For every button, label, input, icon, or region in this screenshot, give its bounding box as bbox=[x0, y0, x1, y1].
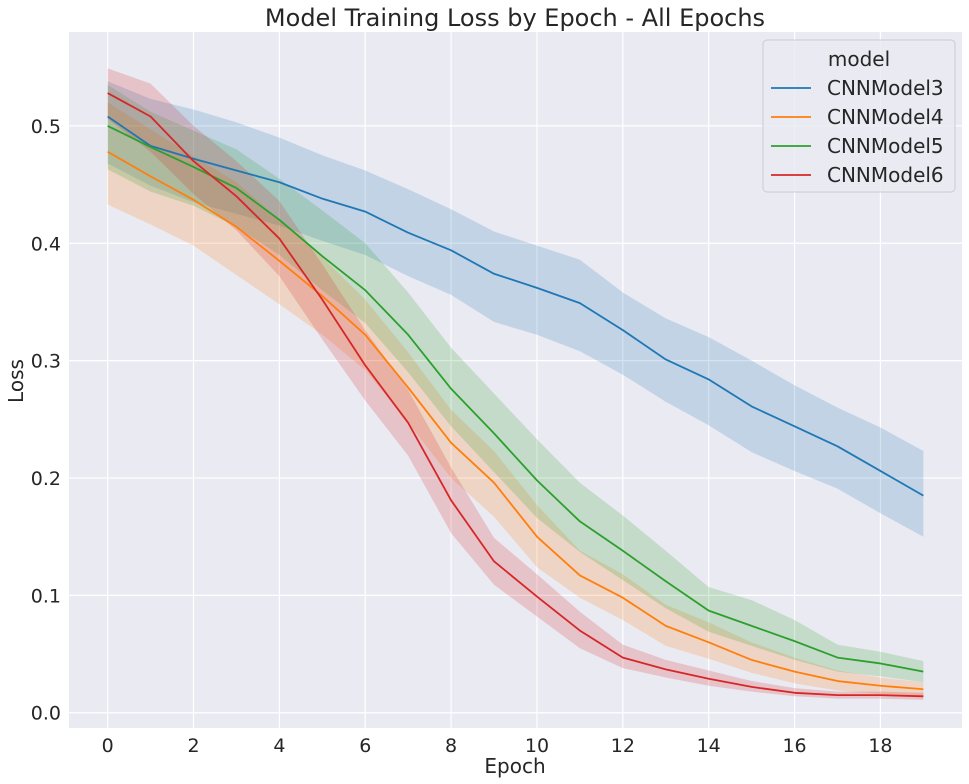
series-line-cnnmodel5 bbox=[107, 125, 924, 673]
x-tick-label: 14 bbox=[697, 735, 721, 757]
x-axis-ticks: 0 2 4 6 8 10 12 14 16 18 bbox=[102, 735, 893, 757]
x-tick-label: 8 bbox=[445, 735, 457, 757]
legend-label: CNNModel6 bbox=[827, 163, 944, 187]
series-line-cnnmodel6 bbox=[107, 92, 924, 698]
legend-label: CNNModel3 bbox=[827, 76, 944, 100]
x-tick-label: 18 bbox=[868, 735, 892, 757]
y-tick-label: 0.3 bbox=[31, 351, 61, 373]
confidence-band-cnnmodel6 bbox=[107, 68, 924, 700]
x-tick-label: 16 bbox=[782, 735, 806, 757]
series-line-cnnmodel4 bbox=[107, 150, 924, 691]
y-tick-label: 0.2 bbox=[31, 468, 61, 490]
series-line-cnnmodel3 bbox=[107, 115, 924, 497]
legend-title: model bbox=[828, 47, 890, 71]
legend-entries: CNNModel3 CNNModel4 CNNModel5 CNNModel6 bbox=[771, 76, 944, 187]
y-tick-label: 0.0 bbox=[31, 703, 61, 725]
x-tick-label: 0 bbox=[102, 735, 114, 757]
x-axis-label: Epoch bbox=[484, 754, 545, 778]
x-tick-label: 2 bbox=[187, 735, 199, 757]
x-tick-label: 6 bbox=[359, 735, 371, 757]
x-tick-label: 10 bbox=[525, 735, 549, 757]
legend: model CNNModel3CNNModel4CNNModel5CNNMode… bbox=[762, 39, 956, 193]
confidence-band-cnnmodel5 bbox=[107, 84, 924, 683]
confidence-band-cnnmodel4 bbox=[107, 102, 924, 697]
x-tick-label: 12 bbox=[611, 735, 635, 757]
series-lines bbox=[107, 92, 924, 698]
y-tick-label: 0.4 bbox=[31, 233, 61, 255]
legend-box bbox=[762, 39, 956, 193]
y-tick-label: 0.1 bbox=[31, 585, 61, 607]
y-axis-label: Loss bbox=[4, 359, 28, 403]
x-tick-label: 4 bbox=[273, 735, 285, 757]
y-tick-label: 0.5 bbox=[31, 116, 61, 138]
y-axis-ticks: 0.0 0.1 0.2 0.3 0.4 0.5 bbox=[31, 116, 61, 725]
legend-label: CNNModel5 bbox=[827, 134, 944, 158]
chart-title: Model Training Loss by Epoch - All Epoch… bbox=[265, 4, 765, 32]
legend-label: CNNModel4 bbox=[827, 105, 944, 129]
